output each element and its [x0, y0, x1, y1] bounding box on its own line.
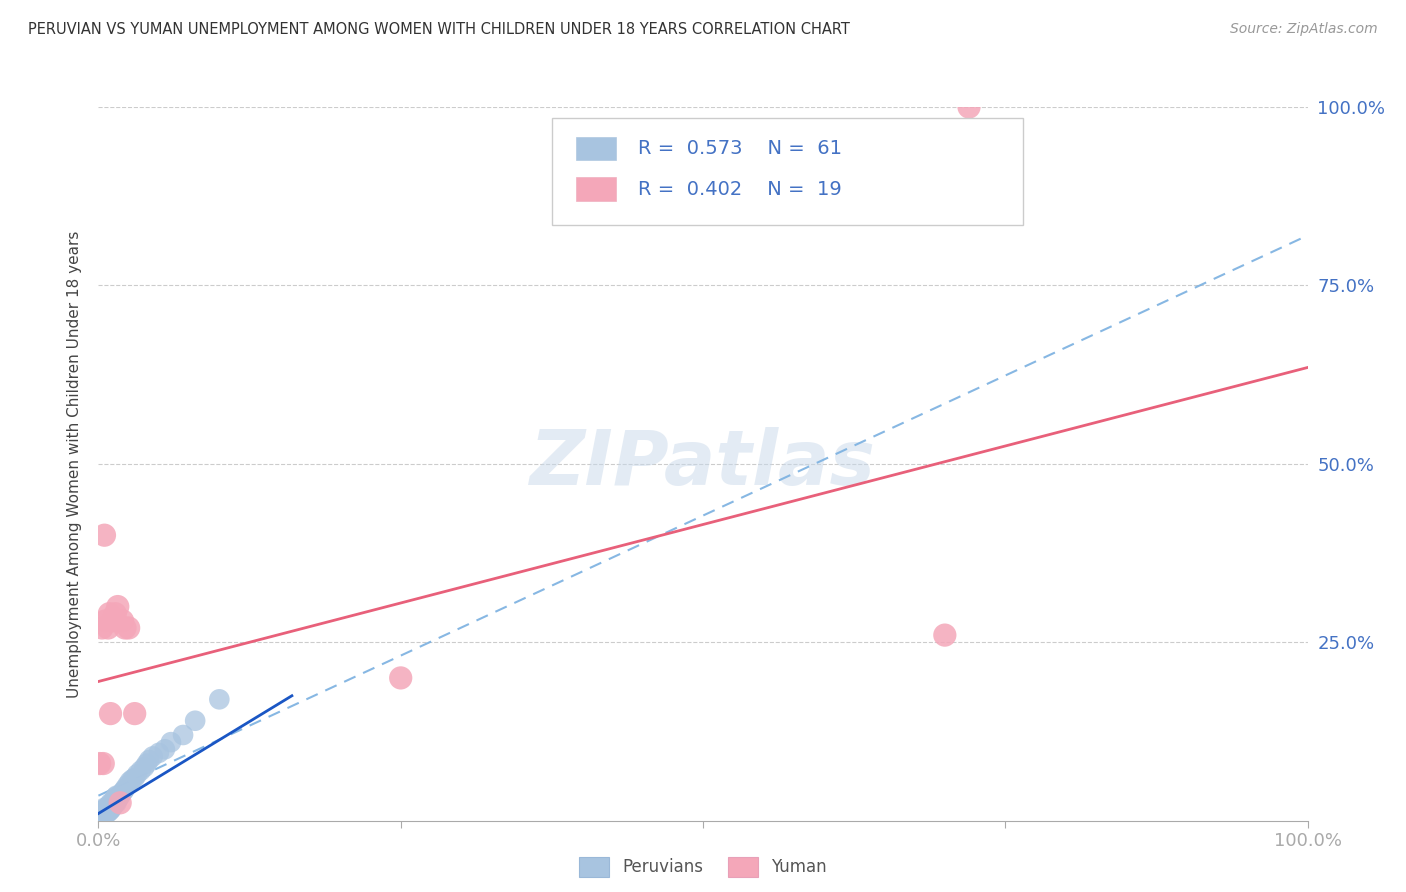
Point — [91, 808, 114, 822]
Point — [104, 607, 127, 621]
Point — [114, 781, 136, 796]
Point — [100, 706, 122, 721]
Point — [100, 796, 122, 810]
Text: PERUVIAN VS YUMAN UNEMPLOYMENT AMONG WOMEN WITH CHILDREN UNDER 18 YEARS CORRELAT: PERUVIAN VS YUMAN UNEMPLOYMENT AMONG WOM… — [28, 22, 851, 37]
Point — [114, 621, 136, 635]
FancyBboxPatch shape — [551, 118, 1024, 225]
Point — [94, 802, 117, 816]
Point — [104, 790, 127, 805]
Point — [98, 607, 121, 621]
Point — [91, 803, 114, 817]
Point — [89, 756, 111, 771]
Point — [111, 785, 134, 799]
Point — [118, 621, 141, 635]
Point — [101, 614, 124, 628]
Point — [103, 792, 125, 806]
Point — [94, 805, 117, 819]
Point — [108, 796, 131, 810]
Point — [112, 783, 135, 797]
Point — [93, 528, 115, 542]
Point — [90, 806, 112, 821]
Point — [124, 706, 146, 721]
Point — [91, 806, 114, 821]
Point — [100, 803, 122, 817]
Point — [107, 792, 129, 806]
Point — [138, 753, 160, 767]
Legend: Peruvians, Yuman: Peruvians, Yuman — [572, 850, 834, 884]
Point — [208, 692, 231, 706]
Point — [100, 797, 122, 812]
Point — [98, 802, 121, 816]
Point — [91, 621, 114, 635]
Text: R =  0.402    N =  19: R = 0.402 N = 19 — [638, 179, 841, 199]
Point — [101, 799, 124, 814]
Text: Source: ZipAtlas.com: Source: ZipAtlas.com — [1230, 22, 1378, 37]
Point — [111, 614, 134, 628]
Text: R =  0.573    N =  61: R = 0.573 N = 61 — [638, 139, 842, 158]
Point — [153, 742, 176, 756]
Text: ZIPatlas: ZIPatlas — [530, 427, 876, 500]
Point — [94, 806, 117, 821]
Point — [96, 801, 118, 815]
Point — [91, 756, 114, 771]
Point — [135, 756, 157, 771]
Point — [91, 805, 114, 819]
Point — [97, 805, 120, 819]
Point — [97, 803, 120, 817]
Point — [90, 808, 112, 822]
Y-axis label: Unemployment Among Women with Children Under 18 years: Unemployment Among Women with Children U… — [66, 230, 82, 698]
Point — [118, 774, 141, 789]
Point — [117, 778, 139, 792]
Point — [98, 805, 121, 819]
Point — [121, 772, 143, 787]
Point — [97, 799, 120, 814]
Point — [134, 760, 156, 774]
Point — [97, 621, 120, 635]
Point — [108, 790, 131, 805]
Point — [934, 628, 956, 642]
Point — [93, 801, 115, 815]
Point — [93, 808, 115, 822]
Point — [89, 810, 111, 824]
Point — [160, 735, 183, 749]
Bar — [576, 136, 616, 161]
Point — [100, 801, 122, 815]
Point — [129, 764, 152, 778]
Point — [172, 728, 194, 742]
Point — [93, 806, 115, 821]
Point — [184, 714, 207, 728]
Point — [94, 614, 117, 628]
Point — [142, 749, 165, 764]
Point — [96, 806, 118, 821]
Point — [96, 805, 118, 819]
Point — [91, 810, 114, 824]
Point — [108, 789, 131, 803]
Point — [105, 796, 128, 810]
Point — [148, 746, 170, 760]
Point — [110, 787, 132, 801]
Point — [104, 796, 127, 810]
Point — [103, 797, 125, 812]
Point — [105, 789, 128, 803]
Point — [100, 801, 122, 815]
Point — [91, 808, 114, 822]
Point — [957, 100, 980, 114]
Point — [98, 797, 121, 812]
Point — [93, 805, 115, 819]
Point — [101, 794, 124, 808]
Point — [107, 599, 129, 614]
Point — [124, 771, 146, 785]
Bar — [576, 178, 616, 201]
Point — [389, 671, 412, 685]
Point — [127, 767, 149, 781]
